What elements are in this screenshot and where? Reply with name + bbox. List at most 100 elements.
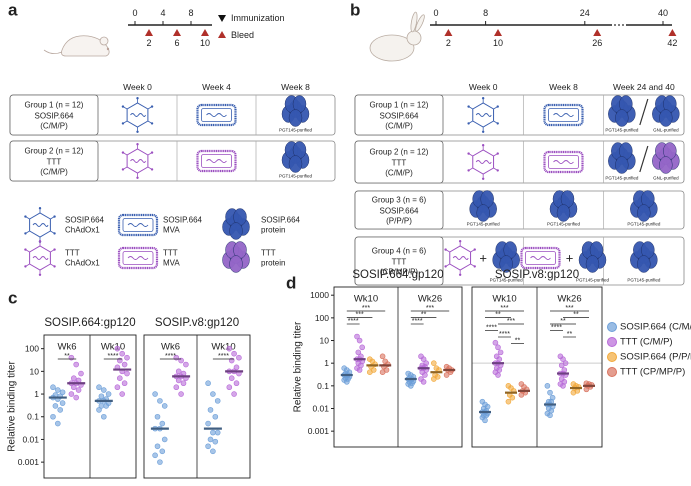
protein-subunit [659,156,673,174]
legend-label: Immunization [231,13,285,23]
spike-tip [136,176,139,179]
bleed-week: 42 [667,38,677,48]
spike [123,152,128,156]
data-point [154,443,161,450]
slash [639,145,649,173]
spike-tip [467,122,470,125]
immunization-week: 40 [658,8,668,18]
key-label: TTT [163,249,178,258]
significance-label: ** [421,312,427,319]
spike-tip [481,144,485,147]
data-point [152,391,158,397]
group-name: Group 1 (n = 12) [25,101,84,110]
data-point [124,354,130,361]
purification-note: PGT145-purified [467,222,501,227]
y-tick-label: 100 [25,344,39,354]
y-tick-label: 0.01 [312,404,329,414]
data-point [54,387,61,393]
data-point [157,398,163,404]
legend-swatch [607,337,617,347]
data-point [180,380,187,387]
spike-tip [444,265,447,268]
spike-tip [38,273,42,276]
group-vaccine: TTT [392,258,407,267]
data-point [161,436,168,443]
group-cell [9,94,99,136]
data-point [73,361,79,368]
spike-tip [481,97,485,100]
spike-tip [481,177,485,180]
data-point [154,413,161,420]
legend-swatch [607,322,617,332]
significance-label: ** [567,331,573,338]
spike [468,167,473,171]
bleed-marker [173,29,181,36]
key-label: SOSIP.664 [163,216,203,225]
column-header: Week 4 [202,82,231,92]
purification-note: GNL-purified [653,176,679,181]
spike [445,263,450,267]
chadox1-icon [29,245,51,271]
group-vaccine: SOSIP.664 [35,112,75,121]
y-tick-label: 10 [320,336,330,346]
data-point [422,372,428,378]
immunization-week: 24 [580,8,590,18]
data-point [54,420,61,427]
spike-tip [24,215,27,218]
data-point [355,349,362,356]
data-point [570,389,577,396]
spike [123,106,128,110]
significance-label: **** [348,318,359,325]
data-point [354,333,360,340]
spike-tip [24,232,27,235]
data-point [226,345,233,352]
data-point [59,389,66,396]
data-point [226,384,233,391]
spike-tip [496,105,499,108]
purification-note: PGT145-purified [490,278,524,283]
spike [470,263,475,267]
group-regimen: (C/M/P) [385,169,413,178]
data-point [560,383,566,389]
spike [493,120,498,124]
spike [147,106,152,110]
data-point [73,394,79,401]
spike-tip [121,168,125,171]
significance-label: **** [108,353,119,360]
data-point [96,407,102,413]
column-header: Week 24 and 40 [613,82,675,92]
spike-tip [150,168,154,171]
data-point [547,412,553,419]
genome [475,160,492,164]
spike-tip [38,207,42,210]
spike [50,216,55,220]
group-name: Group 4 (n = 6) [372,247,427,256]
key-label: protein [261,259,285,268]
protein-subunit [229,222,243,240]
spike-tip [53,215,56,218]
significance-label: ** [573,312,579,319]
significance-label: ** [560,318,566,325]
protein-subunit [637,204,651,222]
group-cell [354,236,444,286]
significance-label: ** [515,338,521,345]
significance-label: **** [499,331,510,338]
data-point [205,380,211,387]
genome [32,256,49,260]
spike-tip [467,152,470,155]
spike [445,249,450,253]
significance-label: *** [362,305,370,312]
data-point [178,391,184,397]
spike-tip [496,122,499,125]
protein-subunit [615,156,629,174]
bleed-week: 6 [174,38,179,48]
spike-tip [53,232,56,235]
spike-tip [136,130,139,133]
y-axis-label: Relative binding titer [7,361,18,452]
spike [123,166,128,170]
spike-tip [53,248,56,251]
legend-label: TTT (CP/MP/P) [620,367,685,378]
plus-sign: + [479,251,487,266]
spike [468,153,473,157]
